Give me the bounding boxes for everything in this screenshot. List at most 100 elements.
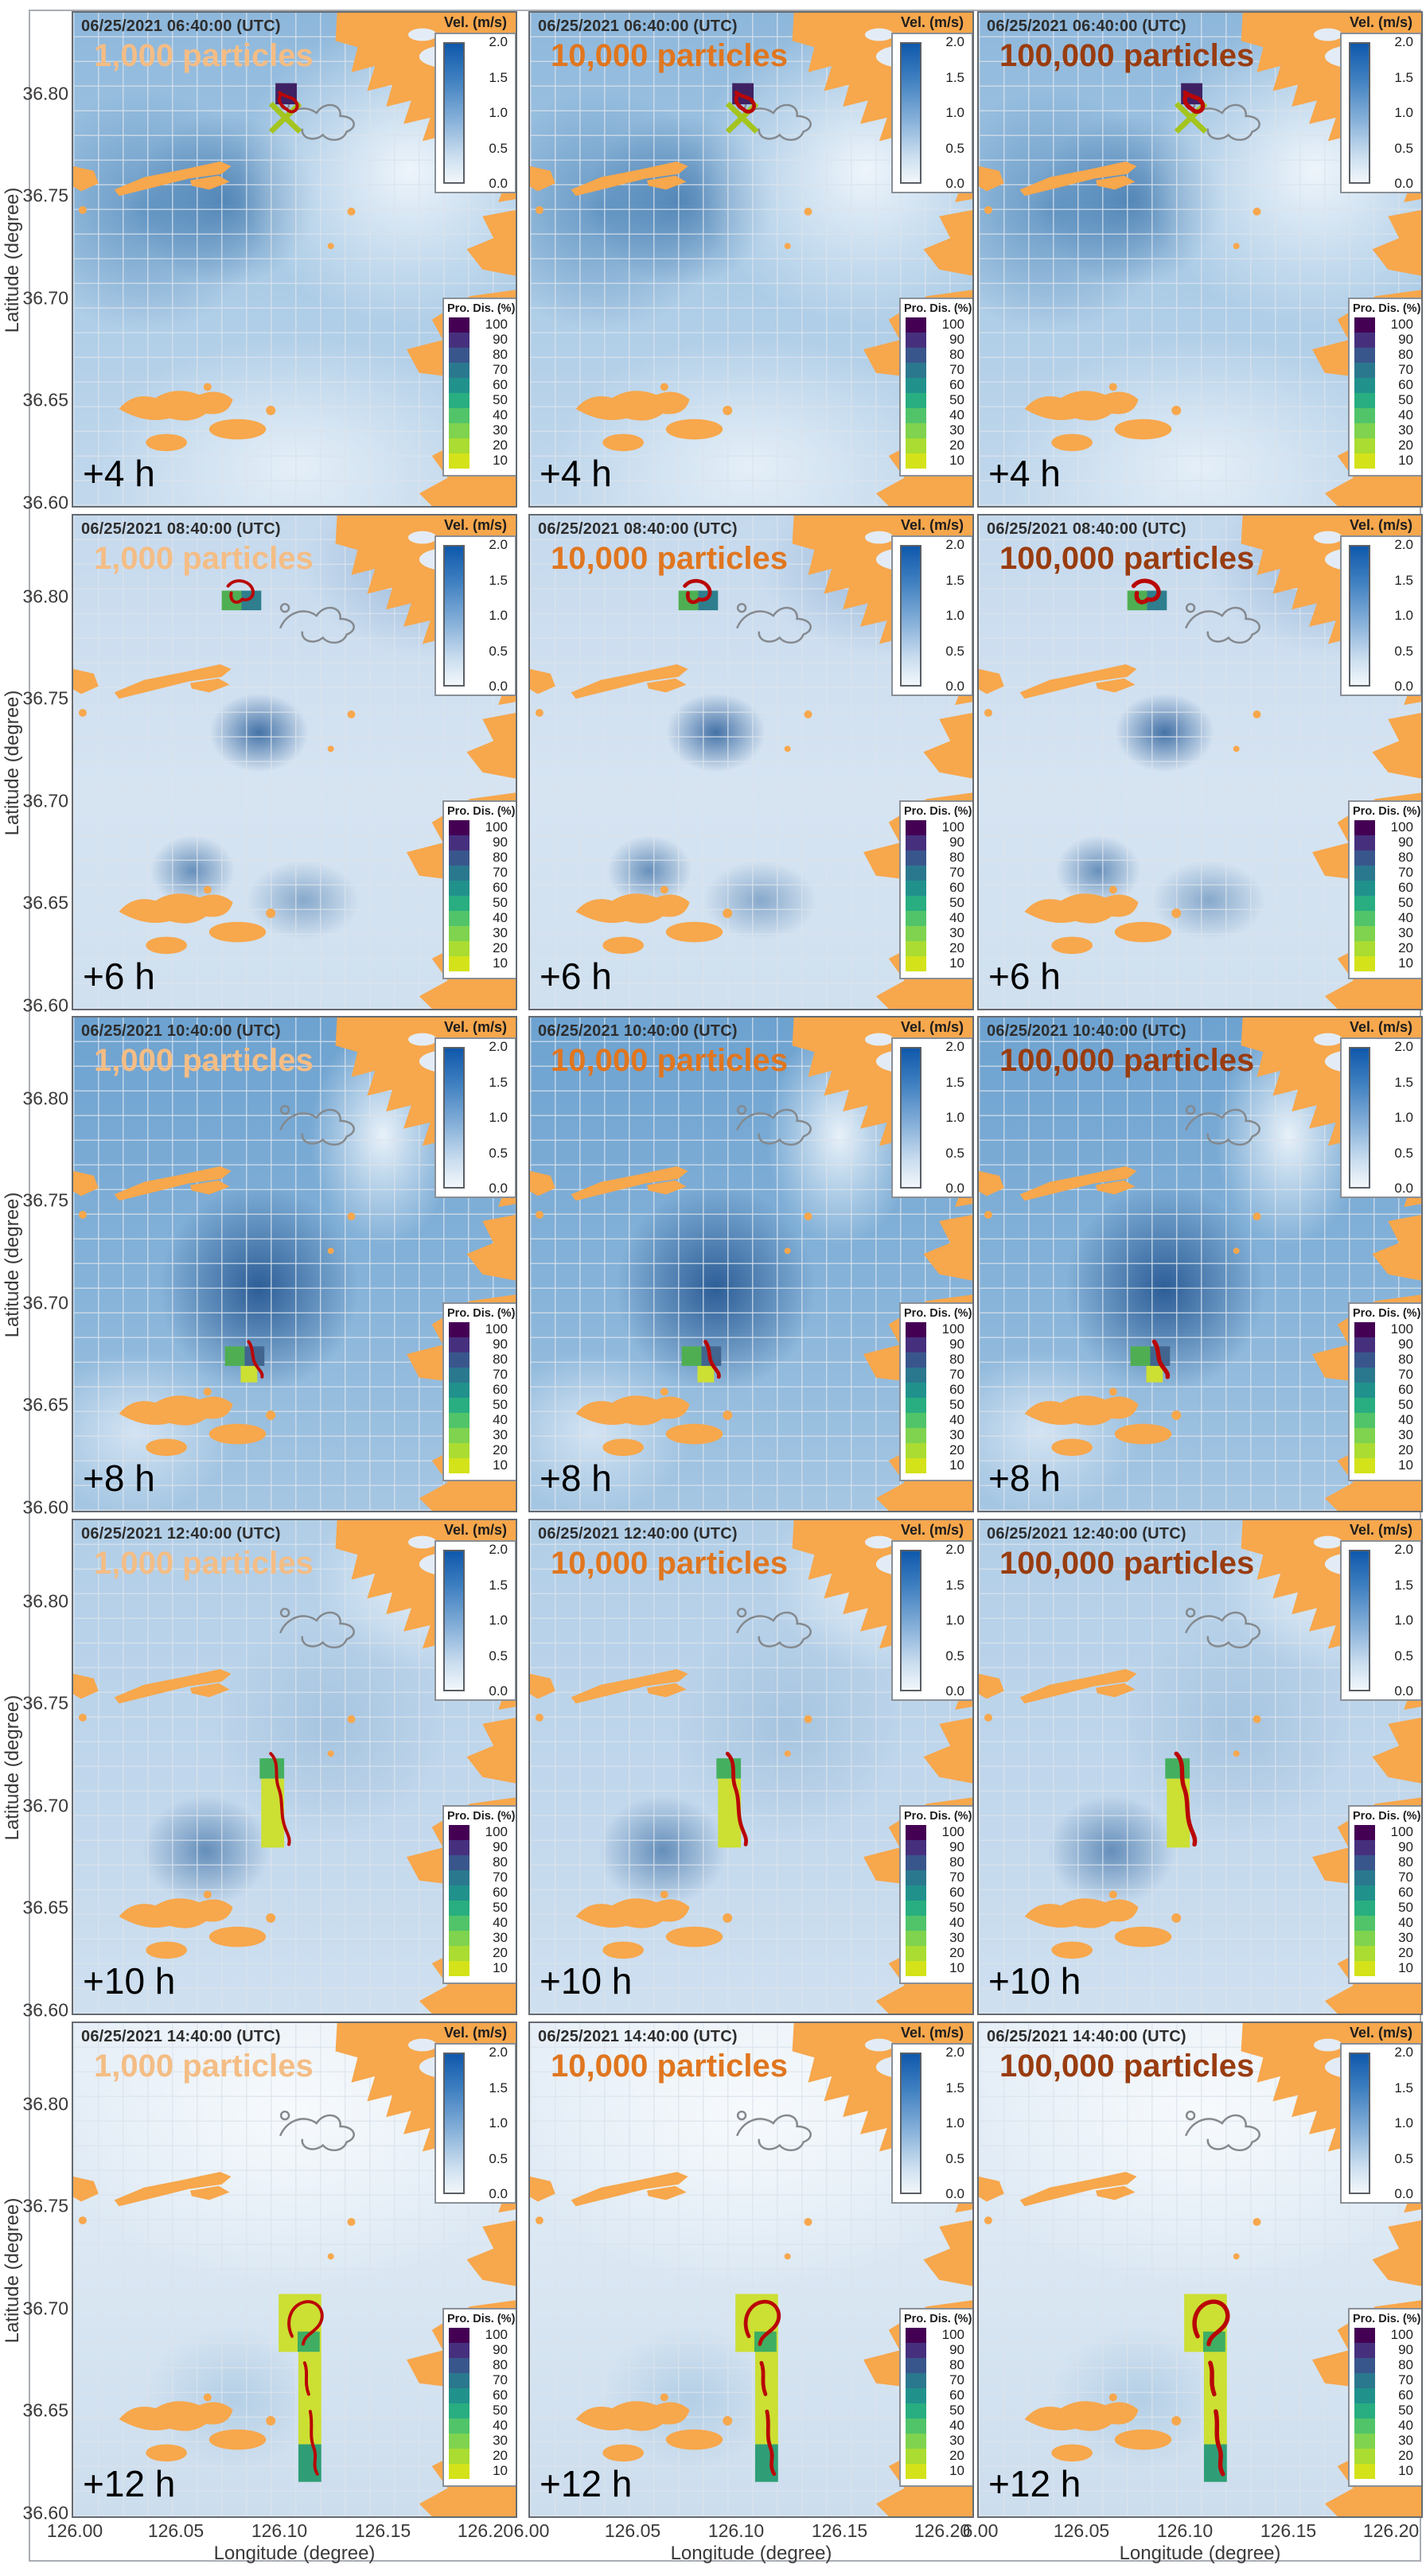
map-panel: 06/25/2021 12:40:00 (UTC) 1,000 particle…	[72, 1519, 517, 2015]
probability-cell	[449, 333, 469, 348]
velocity-colorbar-box: 2.0 1.5 1.0 0.5 0.0	[1340, 2043, 1421, 2204]
probability-cell	[449, 1322, 469, 1337]
x-tick: 6.00	[513, 2520, 550, 2541]
particle-overlay	[678, 578, 812, 644]
probability-cell	[449, 820, 469, 835]
velocity-colorbar-title: Vel. (m/s)	[443, 517, 508, 533]
probability-cell	[906, 348, 926, 363]
particle-cluster	[1127, 578, 1167, 611]
velocity-gradient-bar	[1349, 1047, 1370, 1189]
velocity-gradient-bar	[443, 1550, 465, 1691]
probability-colorbar: Pro. Dis. (%) 100 90 80	[442, 2308, 516, 2487]
probability-tick: 30	[1398, 1427, 1413, 1442]
probability-colorbar-body: 100 90 80 70 60 50 40 30 20 10	[447, 1824, 514, 1976]
probability-tick: 20	[1398, 1442, 1413, 1457]
probability-tick: 90	[1398, 1839, 1413, 1854]
probability-tick: 90	[949, 1839, 964, 1854]
y-tick: 36.80	[22, 2093, 68, 2115]
ship-track-contour	[279, 1607, 355, 1648]
particle-cluster	[1130, 1339, 1171, 1383]
probability-tick: 100	[485, 1321, 508, 1337]
y-tick: 36.60	[22, 1999, 68, 2021]
probability-cell	[449, 2373, 469, 2388]
particle-overlay	[1127, 578, 1260, 644]
probability-colorbar-body: 100 90 80 70 60 50 40 30 20 10	[904, 2327, 971, 2479]
probability-cell	[906, 408, 926, 423]
probability-tick: 50	[493, 392, 508, 407]
velocity-gradient-bar	[900, 42, 921, 184]
probability-cell	[906, 1825, 926, 1840]
velocity-tick: 1.5	[1394, 2080, 1413, 2095]
velocity-tick: 0.5	[945, 2150, 964, 2166]
velocity-colorbar-title: Vel. (m/s)	[443, 2025, 508, 2041]
probability-tick: 10	[949, 1457, 964, 1473]
probability-cell	[1354, 2373, 1375, 2388]
probability-color-cells	[1354, 317, 1375, 469]
probability-tick: 80	[1398, 1352, 1413, 1367]
velocity-colorbar-box: 2.0 1.5 1.0 0.5 0.0	[1340, 1037, 1421, 1198]
probability-tick: 100	[485, 819, 508, 835]
probability-cell	[906, 1383, 926, 1398]
particle-cluster	[224, 1340, 265, 1383]
probability-colorbar: Pro. Dis. (%) 100 90 80	[899, 2308, 972, 2487]
probability-tick: 60	[1398, 1885, 1413, 1900]
probability-tick: 100	[485, 2327, 508, 2342]
probability-colorbar-body: 100 90 80 70 60 50 40 30 20 10	[447, 317, 514, 469]
particle-count-label: 100,000 particles	[999, 1546, 1255, 1581]
velocity-tick: 2.0	[489, 2045, 508, 2060]
probability-tick: 20	[493, 2448, 508, 2463]
probability-cell	[1354, 2464, 1375, 2479]
velocity-tick: 0.0	[945, 2186, 964, 2201]
timestamp-label: 06/25/2021 06:40:00 (UTC)	[987, 18, 1186, 35]
probability-colorbar-title: Pro. Dis. (%)	[904, 805, 972, 818]
ship-track-contour	[735, 1607, 812, 1648]
particle-overlay	[716, 1607, 812, 1848]
velocity-colorbar-box: 2.0 1.5 1.0 0.5 0.0	[434, 1540, 516, 1701]
velocity-colorbar-title: Vel. (m/s)	[443, 14, 508, 30]
probability-cell	[906, 2403, 926, 2418]
probability-cell	[449, 1428, 469, 1443]
probability-tick: 40	[1398, 1915, 1413, 1930]
elapsed-time-label: +12 h	[540, 2463, 633, 2504]
velocity-colorbar: Vel. (m/s) 2.0 1.5 1.0 0.5 0.0	[891, 1019, 972, 1198]
probability-cell	[449, 1946, 469, 1961]
y-tick: 36.65	[22, 389, 68, 411]
velocity-tick: 1.0	[945, 105, 964, 120]
probability-cell	[449, 1398, 469, 1413]
velocity-colorbar-box: 2.0 1.5 1.0 0.5 0.0	[891, 1037, 972, 1198]
velocity-tick: 0.0	[1394, 176, 1413, 191]
probability-tick: 70	[949, 865, 964, 880]
probability-cell	[449, 378, 469, 393]
probability-tick: 40	[949, 407, 964, 422]
probability-tick: 30	[949, 2433, 964, 2448]
probability-colorbar-ticks: 100 90 80 70 60 50 40 30 20 10	[1377, 2327, 1416, 2479]
probability-cell	[449, 1368, 469, 1383]
probability-tick: 10	[1398, 1457, 1413, 1473]
probability-cell	[449, 1443, 469, 1458]
ship-track-contour	[279, 2110, 355, 2151]
probability-tick: 90	[493, 1839, 508, 1854]
probability-tick: 100	[485, 1824, 508, 1839]
y-tick: 36.60	[22, 2502, 68, 2523]
probability-tick: 60	[949, 1885, 964, 1900]
probability-cell	[906, 956, 926, 971]
probability-cell	[906, 1916, 926, 1931]
velocity-tick: 0.0	[489, 1181, 508, 1196]
elapsed-time-label: +10 h	[83, 1960, 176, 2002]
map-panel: 06/25/2021 14:40:00 (UTC) 1,000 particle…	[72, 2021, 517, 2518]
probability-tick: 30	[949, 422, 964, 438]
velocity-colorbar: Vel. (m/s) 2.0 1.5 1.0 0.5 0.0	[434, 1019, 516, 1198]
probability-color-cells	[1354, 1825, 1375, 1976]
probability-cell	[906, 378, 926, 393]
x-tick: 126.20	[1362, 2520, 1420, 2541]
map-panel: 06/25/2021 06:40:00 (UTC) 100,000 partic…	[977, 11, 1423, 508]
probability-cell	[1354, 1443, 1375, 1458]
velocity-colorbar-ticks: 2.0 1.5 1.0 0.5 0.0	[469, 34, 511, 191]
map-panel: 06/25/2021 06:40:00 (UTC) 1,000 particle…	[72, 11, 517, 508]
probability-colorbar-title: Pro. Dis. (%)	[1353, 1307, 1421, 1320]
y-tick: 36.75	[22, 1189, 68, 1211]
velocity-tick: 1.0	[1394, 1110, 1413, 1125]
y-tick: 36.70	[22, 790, 68, 811]
probability-tick: 50	[1398, 895, 1413, 910]
velocity-tick: 2.0	[1394, 1039, 1413, 1054]
